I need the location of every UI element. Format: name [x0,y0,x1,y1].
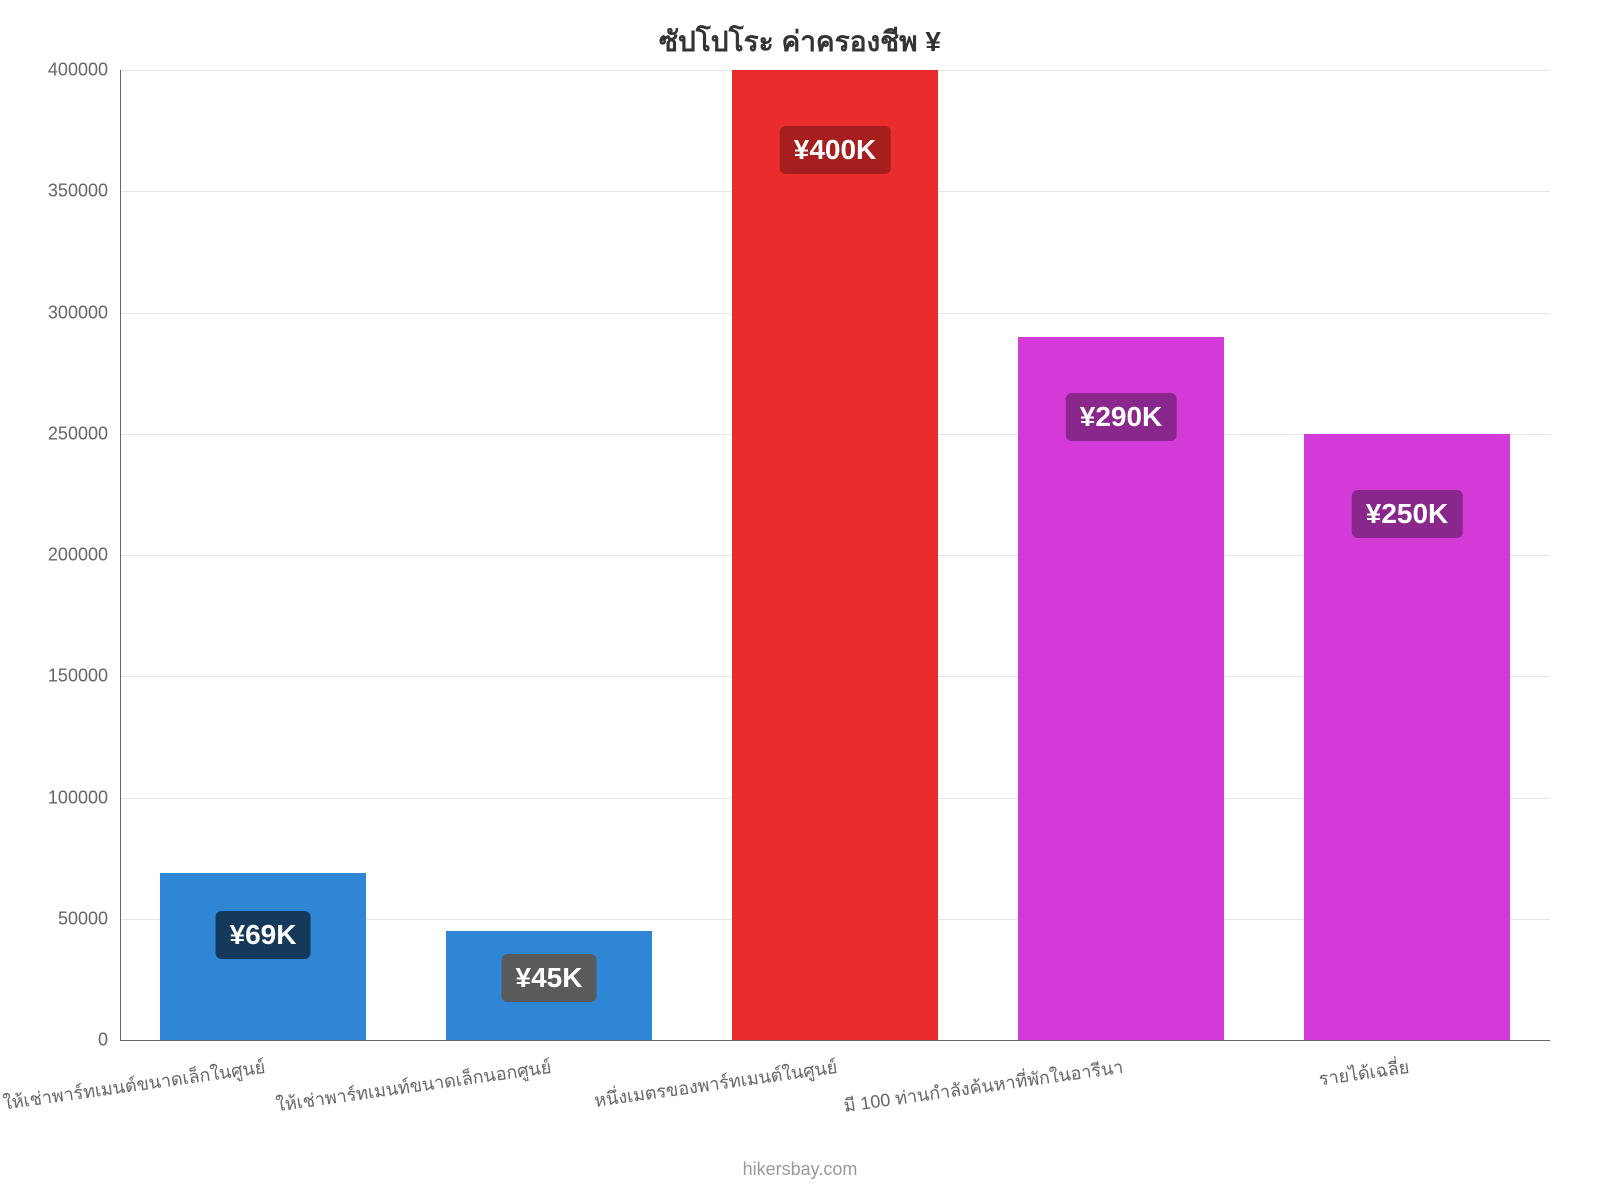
x-tick-label: ให้เช่าพาร์ทเมนต์ขนาดเล็กในศูนย์ [1,1052,267,1118]
x-axis [120,1040,1550,1041]
chart-title: ซัปโปโระ ค่าครองชีพ ¥ [0,20,1600,64]
bar-value-label: ¥290K [1066,393,1177,441]
y-tick-label: 100000 [0,787,108,808]
x-tick-label: หนึ่งเมตรของพาร์ทเมนต์ในศูนย์ [592,1052,839,1115]
bar-value-label: ¥45K [502,954,597,1002]
bar-value-label: ¥69K [216,911,311,959]
y-tick-label: 50000 [0,908,108,929]
bar [732,70,938,1040]
y-tick-label: 350000 [0,181,108,202]
attribution: hikersbay.com [0,1159,1600,1180]
y-tick-label: 400000 [0,60,108,81]
chart-container: ซัปโปโระ ค่าครองชีพ ¥ ¥69K ¥45K ¥400K ¥290K… [0,0,1600,1200]
y-axis [120,70,121,1040]
bar-value-label: ¥250K [1352,490,1463,538]
y-tick-label: 250000 [0,423,108,444]
bar-value-label: ¥400K [780,126,891,174]
plot-area: ¥69K ¥45K ¥400K ¥290K ¥250K [120,70,1550,1040]
y-tick-label: 300000 [0,302,108,323]
x-tick-label: รายได้เฉลี่ย [1317,1052,1411,1093]
y-tick-label: 150000 [0,666,108,687]
bar [1018,337,1224,1040]
y-tick-label: 0 [0,1030,108,1051]
y-tick-label: 200000 [0,545,108,566]
x-tick-label: มี 100 ท่านกำลังค้นหาที่พักในอารีนา [842,1052,1125,1120]
x-tick-label: ให้เช่าพาร์ทเมนท์ขนาดเล็กนอกศูนย์ [274,1052,553,1119]
